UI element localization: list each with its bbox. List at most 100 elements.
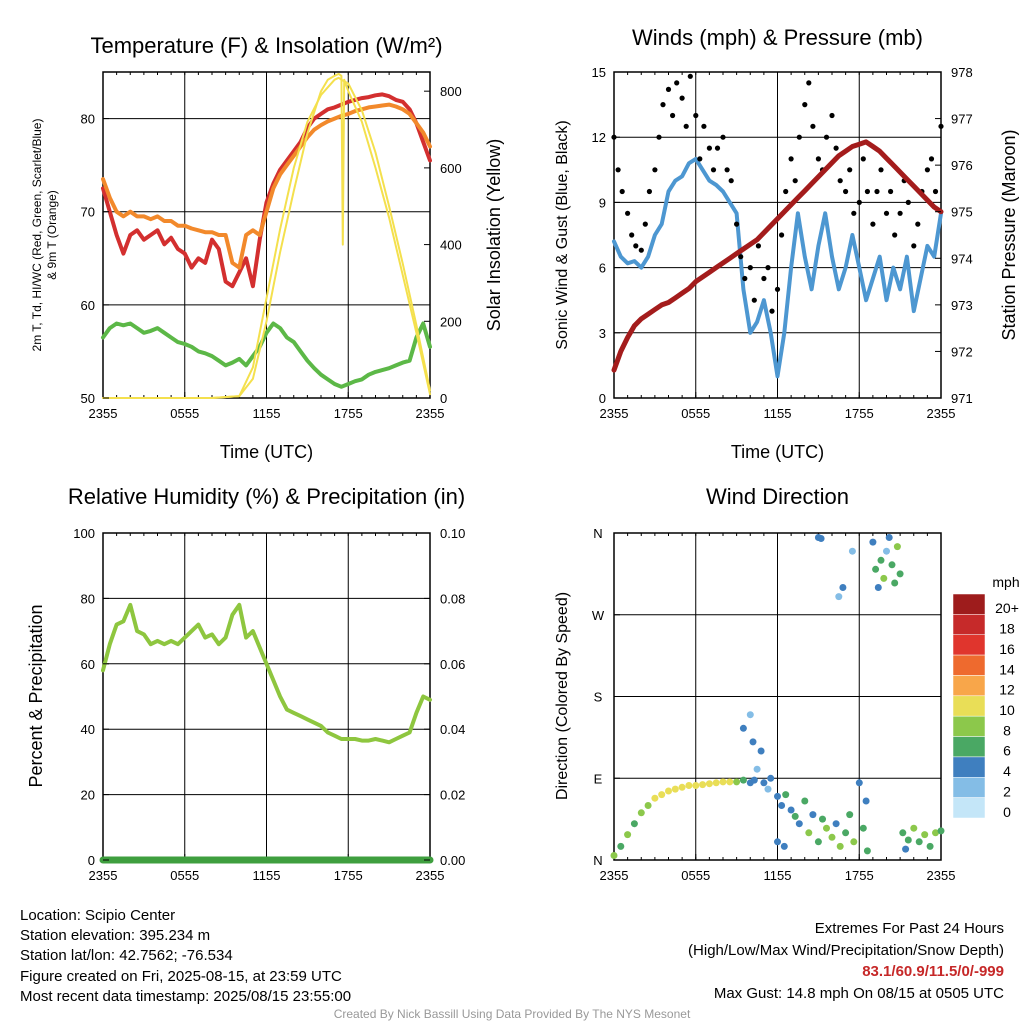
wind-gust-point xyxy=(847,167,853,173)
wind-gust-point xyxy=(792,178,798,184)
rh-title: Relative Humidity (%) & Precipitation (i… xyxy=(68,484,465,509)
wind-gust-point xyxy=(665,86,672,92)
wind-ylabel-left: Sonic Wind & Gust (Blue, Black) xyxy=(554,120,571,349)
dir-point xyxy=(692,782,700,789)
colorbar-swatch xyxy=(952,695,986,717)
temp-xtick-label: 1755 xyxy=(334,406,363,421)
wind-gust-point xyxy=(687,73,693,79)
wind-gust-point xyxy=(714,145,721,151)
dir-point xyxy=(846,811,854,819)
dir-point xyxy=(739,724,747,732)
rh-ylabel-left: Percent & Precipitation xyxy=(26,604,46,787)
wind-gust-point xyxy=(878,167,884,173)
dir-point xyxy=(749,738,757,746)
colorbar-swatch xyxy=(952,797,986,819)
wind-gust-point xyxy=(815,156,822,162)
station-location: Location: Scipio Center xyxy=(20,907,176,924)
dir-point xyxy=(610,852,618,859)
dir-point xyxy=(883,547,890,555)
wind-gust-point xyxy=(874,188,880,195)
rh-ytick-label: 0 xyxy=(88,853,95,868)
temp-series-2m-t xyxy=(101,92,432,289)
wind-gust-point xyxy=(779,232,785,238)
wind-xtick-label: 2355 xyxy=(600,406,629,421)
colorbar-label: 4 xyxy=(1003,763,1011,779)
dir-point xyxy=(839,584,847,591)
colorbar-swatch xyxy=(952,634,986,656)
temp-title: Temperature (F) & Insolation (W/m²) xyxy=(90,33,442,58)
colorbar-label: 18 xyxy=(999,621,1015,637)
wind-gust-point xyxy=(806,80,812,86)
wind-y2tick-label: 977 xyxy=(951,112,973,127)
dir-point xyxy=(836,842,844,850)
wind-gust-point xyxy=(674,80,680,86)
colorbar-label: 16 xyxy=(999,641,1015,657)
extremes-title: Extremes For Past 24 Hours xyxy=(814,920,1004,937)
rh-y2tick-label: 0.08 xyxy=(440,591,465,606)
wind-gust-point xyxy=(905,199,911,205)
wind-ytick-label: 6 xyxy=(599,261,606,276)
wind-gust-point xyxy=(810,123,816,129)
station-info: Location: Scipio Center Station elevatio… xyxy=(20,906,351,1007)
dir-point xyxy=(805,829,813,837)
temp-y2tick-label: 600 xyxy=(440,161,462,176)
rh-ytick-label: 80 xyxy=(81,591,95,606)
wind-gust-point xyxy=(728,178,734,184)
dir-point xyxy=(862,797,870,805)
colorbar-swatch xyxy=(952,654,986,676)
dir-point xyxy=(823,824,830,832)
rh-y2tick-label: 0.10 xyxy=(440,526,465,541)
temp-y2tick-label: 200 xyxy=(440,314,462,329)
wind-axes xyxy=(613,71,942,399)
temp-ylabel-right: Solar Insolation (Yellow) xyxy=(484,139,504,331)
temp-ylabel-left-2: & 9m T (Orange) xyxy=(45,190,59,280)
colorbar-label: 14 xyxy=(999,661,1015,677)
wind-series-pressure xyxy=(611,139,944,373)
dir-point xyxy=(617,842,625,850)
dir-point xyxy=(787,806,795,814)
dir-ylabel-left: Direction (Colored By Speed) xyxy=(554,592,571,800)
colorbar-swatch xyxy=(952,715,986,737)
wind-gust-point xyxy=(761,275,767,282)
dir-point xyxy=(885,534,893,541)
colorbar-unit: mph xyxy=(992,574,1019,590)
dir-point xyxy=(809,811,817,819)
dir-point xyxy=(880,574,888,582)
temp-xtick-label: 2355 xyxy=(89,406,118,421)
dir-point xyxy=(899,829,907,837)
wind-xlabel: Time (UTC) xyxy=(731,442,824,462)
wind-ytick-label: 0 xyxy=(599,391,606,406)
dir-point xyxy=(926,842,934,850)
wind-gust-point xyxy=(774,286,781,292)
rh-xtick-label: 0555 xyxy=(170,868,199,883)
dir-ytick-label: S xyxy=(594,690,603,705)
dir-point xyxy=(699,781,707,789)
colorbar-swatch xyxy=(952,736,986,758)
dir-point xyxy=(891,579,899,587)
dir-point xyxy=(848,547,856,555)
dir-point xyxy=(685,782,693,789)
wind-xtick-label: 1155 xyxy=(764,406,792,421)
dir-ytick-label: W xyxy=(592,608,605,623)
colorbar-label: 6 xyxy=(1003,743,1011,759)
colorbar-label: 10 xyxy=(999,702,1015,718)
wind-gust-point xyxy=(646,188,653,195)
dir-point xyxy=(750,776,758,784)
dir-point xyxy=(774,838,781,846)
dir-point xyxy=(753,765,761,773)
wind-xtick-label: 2355 xyxy=(927,406,956,421)
colorbar-label: 0 xyxy=(1003,804,1011,820)
rh-axes xyxy=(102,532,431,861)
wind-frame xyxy=(613,71,942,399)
dir-point xyxy=(893,543,901,551)
dir-point xyxy=(782,791,790,799)
dir-ytick-label: E xyxy=(594,771,603,786)
extremes-subtitle: (High/Low/Max Wind/Precipitation/Snow De… xyxy=(688,941,1004,959)
dir-point xyxy=(915,838,923,846)
wind-gust-point xyxy=(788,156,794,162)
temp-series-solar xyxy=(102,72,431,399)
temp-series-9m-t xyxy=(101,102,432,270)
colorbar-label: 2 xyxy=(1003,783,1011,799)
wind-gust-point xyxy=(864,188,871,195)
wind-gust-point xyxy=(833,145,839,151)
